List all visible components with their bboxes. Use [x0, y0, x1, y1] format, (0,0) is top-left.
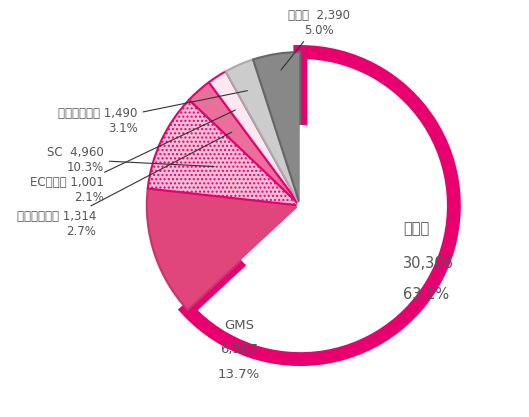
Wedge shape — [242, 126, 380, 285]
Wedge shape — [147, 188, 300, 310]
Wedge shape — [226, 60, 300, 206]
Text: 30,306: 30,306 — [403, 256, 454, 271]
Text: アウトレット 1,490
3.1%: アウトレット 1,490 3.1% — [58, 90, 248, 135]
Text: 63.1%: 63.1% — [403, 287, 449, 302]
Wedge shape — [148, 100, 300, 206]
Text: 専門・小売店 1,314
2.7%: 専門・小売店 1,314 2.7% — [17, 132, 232, 238]
Text: その他  2,390
5.0%: その他 2,390 5.0% — [281, 9, 350, 70]
Wedge shape — [253, 52, 300, 206]
Text: GMS: GMS — [224, 319, 254, 332]
Text: 13.7%: 13.7% — [218, 368, 260, 381]
Text: 6,567: 6,567 — [220, 343, 258, 357]
Wedge shape — [188, 52, 454, 359]
Wedge shape — [189, 82, 300, 206]
Circle shape — [297, 203, 304, 208]
Text: EC・通販 1,001
2.1%: EC・通販 1,001 2.1% — [30, 110, 235, 204]
Text: 百貨店: 百貨店 — [403, 221, 430, 236]
Text: SC  4,960
10.3%: SC 4,960 10.3% — [47, 146, 214, 173]
Wedge shape — [209, 71, 300, 206]
